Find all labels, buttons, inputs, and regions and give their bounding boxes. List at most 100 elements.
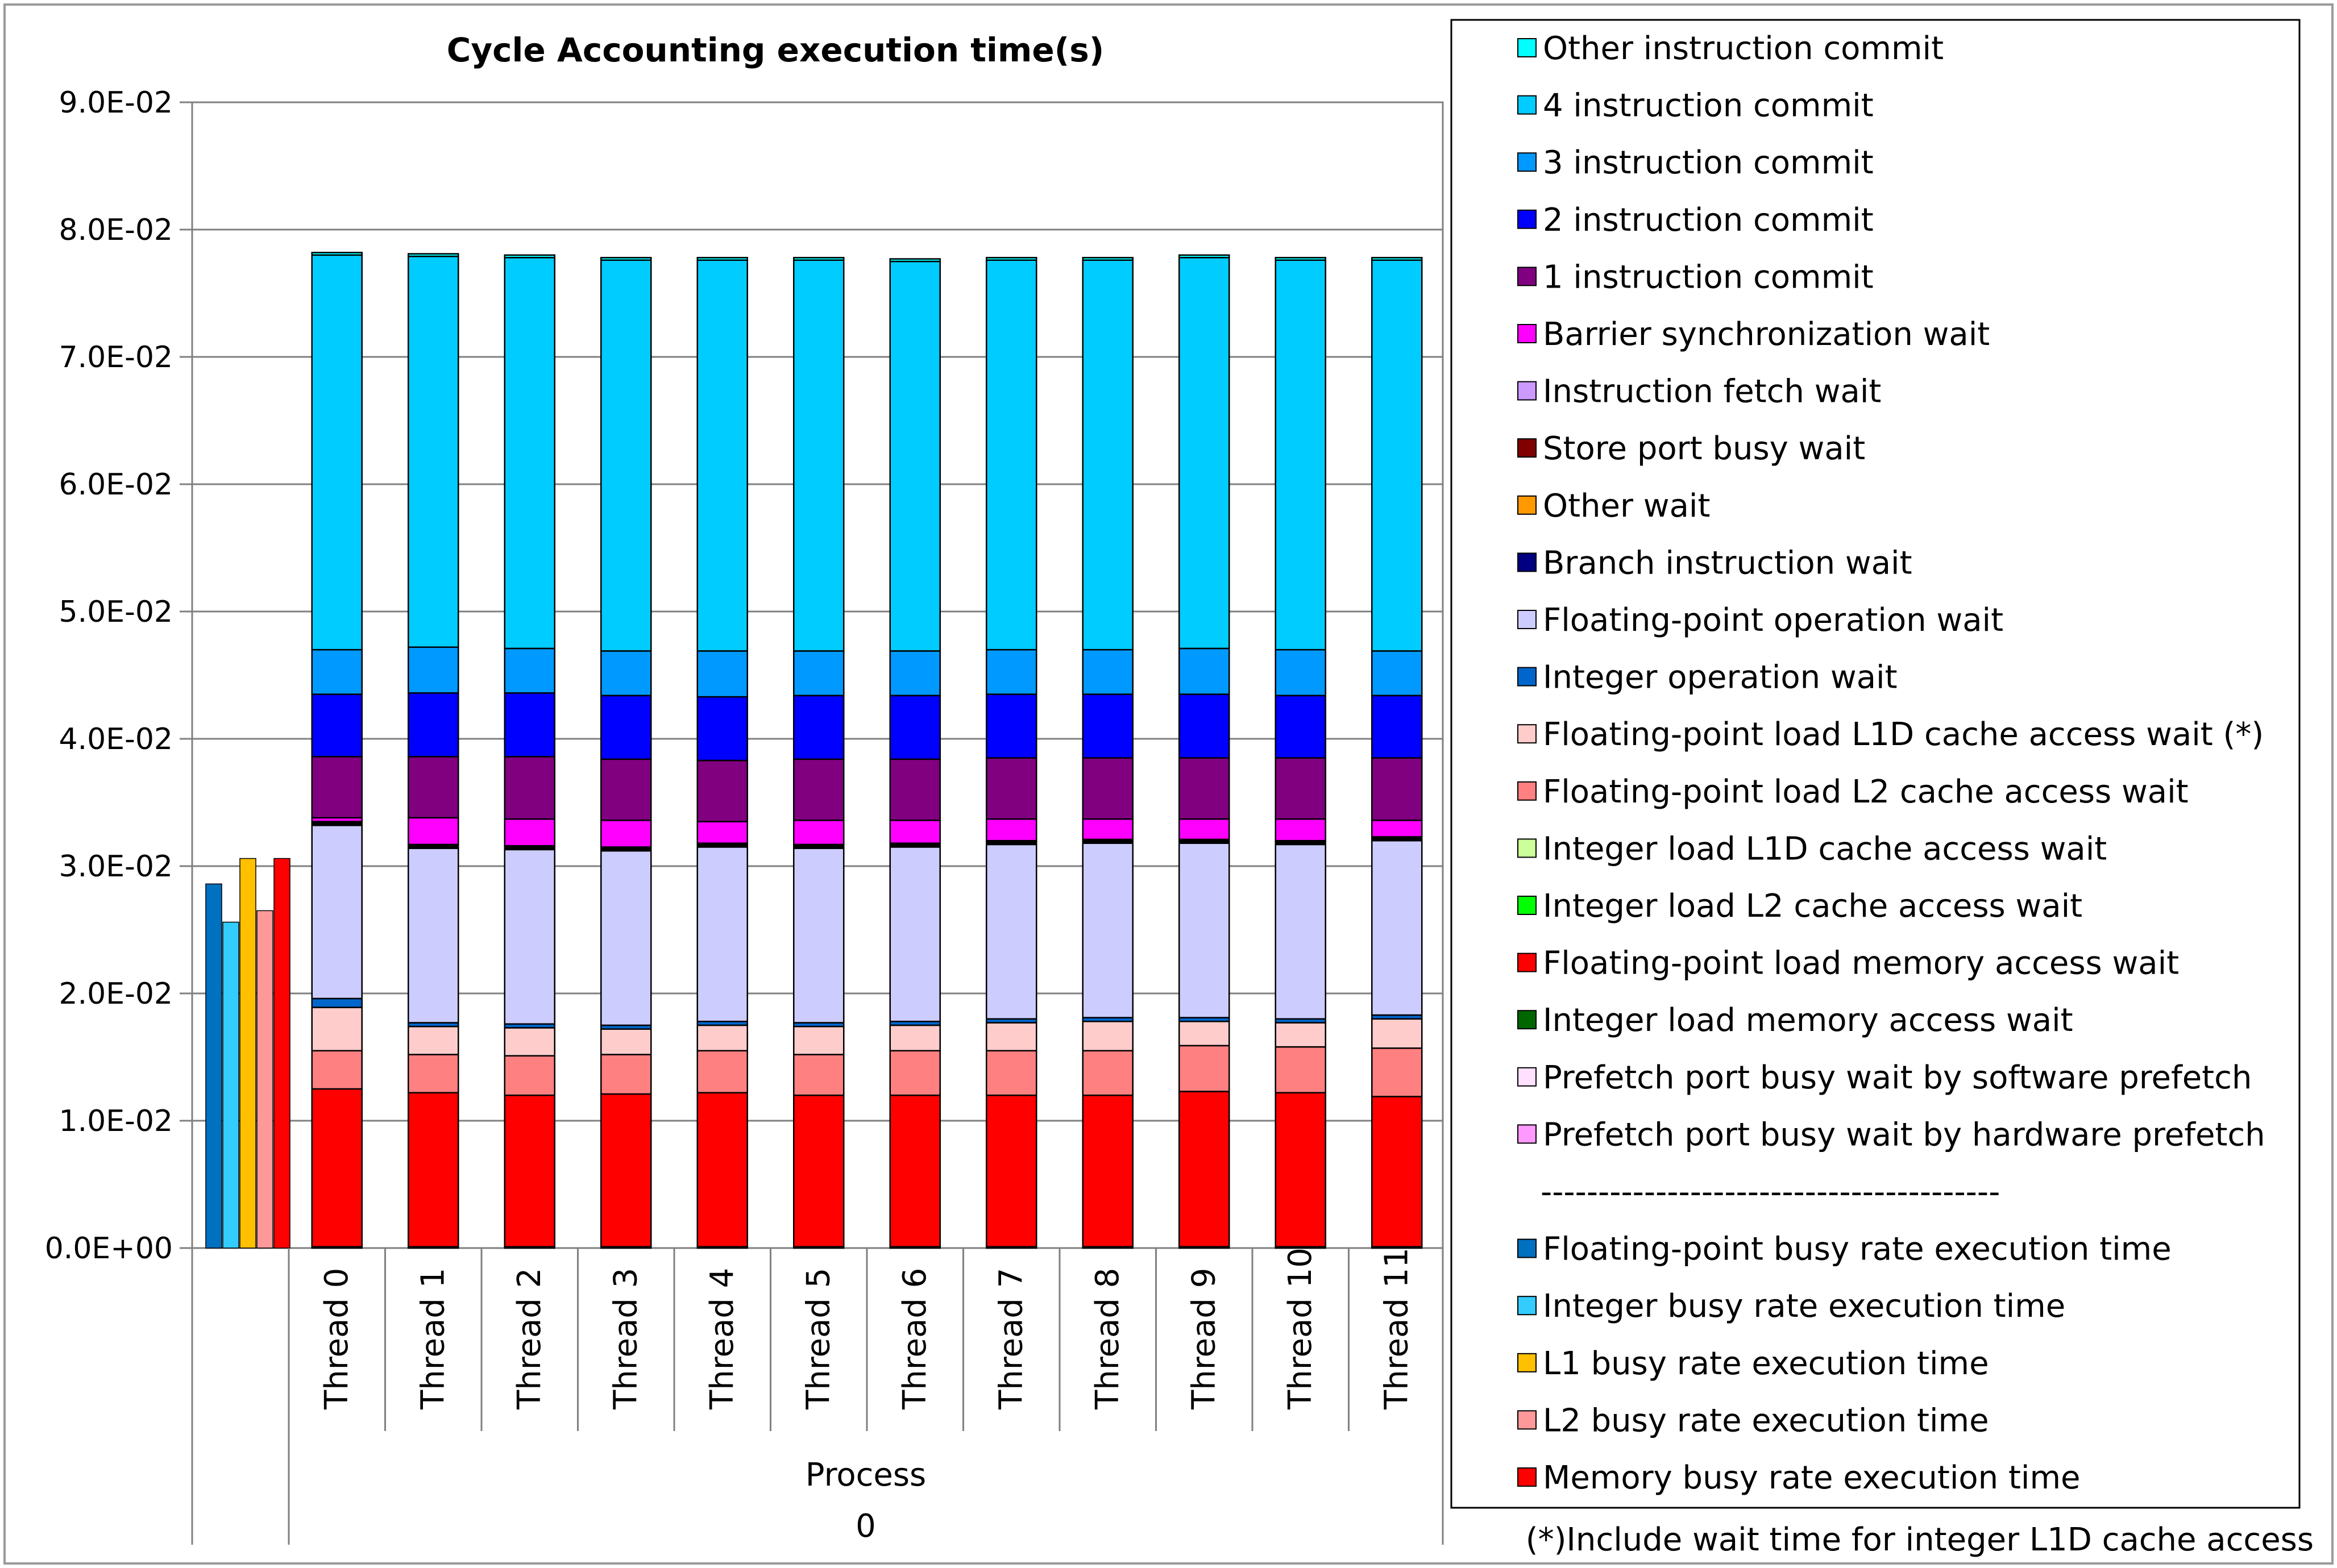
legend-separator: ---------------------------------------- bbox=[1541, 1174, 2000, 1211]
busy-rate-bar bbox=[273, 858, 290, 1249]
legend-label: Barrier synchronization wait bbox=[1543, 316, 1990, 353]
stack-segment bbox=[1371, 650, 1423, 697]
legend: Other instruction commit 4 instruction co… bbox=[1450, 19, 2301, 1509]
stack-segment bbox=[1371, 1096, 1423, 1248]
stack-segment bbox=[504, 257, 555, 650]
stack-segment bbox=[408, 255, 459, 648]
x-tick-label: Thread 10 bbox=[1282, 1247, 1319, 1410]
stack-segment bbox=[311, 997, 363, 1008]
legend-label: Prefetch port busy wait by software pref… bbox=[1543, 1059, 2252, 1096]
legend-label: L2 busy rate execution time bbox=[1543, 1402, 1989, 1439]
stack-segment bbox=[408, 1092, 459, 1248]
stack-segment bbox=[600, 257, 652, 261]
x-tick-label: Thread 6 bbox=[896, 1268, 933, 1410]
legend-label: Integer load memory access wait bbox=[1543, 1002, 2073, 1039]
stack-segment bbox=[600, 259, 652, 652]
x-tick-label: Thread 8 bbox=[1089, 1268, 1126, 1410]
legend-swatch bbox=[1517, 610, 1537, 629]
stack-segment bbox=[311, 254, 363, 651]
y-tick-label: 5.0E-02 bbox=[59, 595, 173, 629]
stack-segment bbox=[889, 260, 941, 652]
stack-segment bbox=[1178, 254, 1230, 259]
legend-label: Integer load L2 cache access wait bbox=[1543, 888, 2082, 925]
stack-segment bbox=[504, 254, 555, 259]
x-tick-label: Thread 5 bbox=[800, 1268, 837, 1410]
legend-label: Floating-point load L1D cache access wai… bbox=[1543, 716, 2264, 753]
stack-segment bbox=[696, 1024, 748, 1052]
stack-segment bbox=[696, 257, 748, 261]
stack-segment bbox=[986, 259, 1037, 651]
bars bbox=[205, 252, 1423, 1249]
stack-segment bbox=[504, 849, 555, 1025]
stack-segment bbox=[600, 850, 652, 1026]
stack-segment bbox=[504, 692, 555, 758]
stack-segment bbox=[986, 1050, 1037, 1096]
stack-segment bbox=[1178, 1021, 1230, 1047]
stack-segment bbox=[793, 820, 845, 846]
y-tick-label: 9.0E-02 bbox=[59, 86, 173, 120]
axes: 0.0E+00 1.0E-02 2.0E-02 3.0E-02 4.0E-02 5.0E-… bbox=[45, 86, 1444, 1545]
stack-segment bbox=[889, 1050, 941, 1096]
stack-segment bbox=[696, 1092, 748, 1248]
stack-segment bbox=[1082, 757, 1134, 820]
x-tick-label: Thread 1 bbox=[414, 1268, 451, 1410]
legend-swatch bbox=[1517, 438, 1537, 458]
stack-segment bbox=[1275, 694, 1326, 759]
legend-label: Prefetch port busy wait by hardware pref… bbox=[1543, 1116, 2265, 1153]
stack-segment bbox=[600, 758, 652, 821]
stack-segment bbox=[1275, 818, 1326, 842]
stack-segment bbox=[1275, 1046, 1326, 1093]
legend-swatch bbox=[1517, 95, 1537, 115]
stack-segment bbox=[408, 646, 459, 694]
stack-segment bbox=[311, 1006, 363, 1052]
stack-segment bbox=[1371, 694, 1423, 759]
legend-label: Memory busy rate execution time bbox=[1543, 1459, 2080, 1496]
stack-segment bbox=[600, 1028, 652, 1055]
stack-segment bbox=[1371, 820, 1423, 838]
stack-segment bbox=[1178, 257, 1230, 650]
busy-rate-bar bbox=[256, 910, 273, 1249]
stack-segment bbox=[889, 758, 941, 821]
y-tick-label: 3.0E-02 bbox=[59, 850, 173, 884]
stack-segment bbox=[1082, 257, 1134, 261]
stack-segment bbox=[408, 756, 459, 819]
legend-label: 4 instruction commit bbox=[1543, 88, 1874, 124]
stack-segment bbox=[889, 258, 941, 263]
legend-label: Integer operation wait bbox=[1543, 659, 1898, 696]
legend-swatch bbox=[1517, 1410, 1537, 1430]
stack-segment bbox=[986, 648, 1037, 695]
legend-label: Integer busy rate execution time bbox=[1543, 1288, 2065, 1325]
legend-label: Other instruction commit bbox=[1543, 30, 1944, 67]
stack-segment bbox=[1275, 1022, 1326, 1048]
stack-segment bbox=[504, 756, 555, 820]
x-tick-label: Thread 0 bbox=[318, 1268, 355, 1410]
legend-swatch bbox=[1517, 267, 1537, 286]
stack-segment bbox=[1371, 257, 1423, 261]
stack-segment bbox=[504, 1027, 555, 1057]
y-tick-label: 6.0E-02 bbox=[59, 468, 173, 502]
stack-segment bbox=[311, 756, 363, 819]
stack-segment bbox=[793, 1094, 845, 1248]
legend-swatch bbox=[1517, 724, 1537, 744]
stack-segment bbox=[889, 820, 941, 844]
stack-segment bbox=[1082, 648, 1134, 695]
legend-swatch bbox=[1517, 1353, 1537, 1372]
legend-label: Store port busy wait bbox=[1543, 430, 1865, 467]
stack-segment bbox=[1082, 1021, 1134, 1052]
stack-segment bbox=[986, 843, 1037, 1020]
stack-segment bbox=[986, 257, 1037, 261]
stack-segment bbox=[311, 825, 363, 1000]
stack-segment bbox=[1371, 259, 1423, 652]
y-tick-label: 2.0E-02 bbox=[59, 977, 173, 1011]
stack-segment bbox=[311, 1050, 363, 1090]
stack-segment bbox=[696, 259, 748, 652]
y-tick-label: 4.0E-02 bbox=[59, 722, 173, 756]
stack-segment bbox=[1178, 757, 1230, 820]
stack-segment bbox=[408, 847, 459, 1024]
stack-segment bbox=[986, 1022, 1037, 1052]
stack-segment bbox=[504, 818, 555, 847]
busy-rate-bar bbox=[239, 858, 256, 1249]
stack-segment bbox=[600, 820, 652, 848]
stack-segment bbox=[1178, 818, 1230, 841]
